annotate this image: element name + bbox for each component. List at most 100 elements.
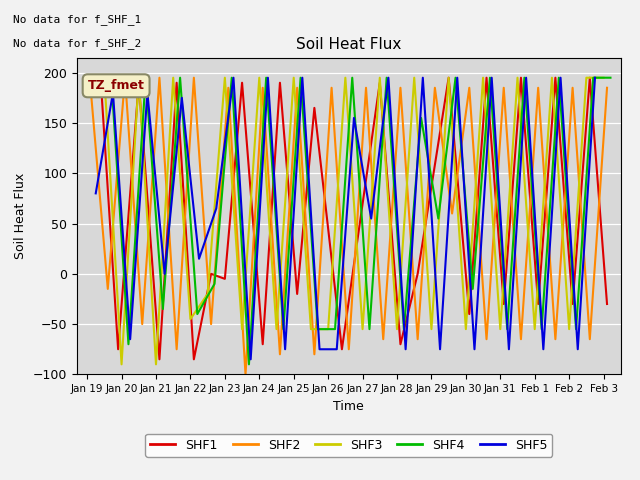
SHF5: [195, 256, 203, 262]
SHF5: [453, 75, 461, 81]
SHF5: [419, 75, 427, 81]
SHF5: [161, 271, 168, 276]
SHF4: [280, 326, 287, 332]
SHF4: [417, 115, 425, 121]
SHF3: [83, 75, 91, 81]
SHF5: [212, 205, 220, 211]
SHF1: [483, 75, 490, 81]
SHF3: [514, 75, 522, 81]
SHF3: [462, 326, 470, 332]
SHF1: [310, 105, 318, 111]
SHF2: [586, 336, 594, 342]
SHF2: [276, 351, 284, 357]
Line: SHF4: SHF4: [94, 78, 611, 364]
SHF4: [262, 75, 270, 81]
SHF1: [97, 80, 105, 85]
SHF3: [187, 316, 195, 322]
SHF5: [367, 216, 375, 221]
SHF1: [135, 80, 143, 85]
SHF1: [173, 80, 180, 85]
SHF3: [290, 75, 298, 81]
SHF4: [555, 75, 563, 81]
SHF1: [534, 301, 542, 307]
SHF2: [483, 336, 490, 342]
Y-axis label: Soil Heat Flux: Soil Heat Flux: [14, 173, 27, 259]
SHF4: [469, 286, 477, 292]
X-axis label: Time: Time: [333, 400, 364, 413]
SHF3: [307, 326, 315, 332]
SHF2: [465, 85, 473, 91]
SHF2: [380, 336, 387, 342]
SHF3: [152, 361, 160, 367]
SHF5: [178, 95, 186, 101]
SHF1: [586, 75, 594, 81]
SHF2: [534, 85, 542, 91]
SHF2: [431, 85, 438, 91]
SHF1: [465, 311, 473, 317]
SHF3: [531, 326, 539, 332]
SHF2: [448, 211, 456, 216]
SHF1: [115, 347, 122, 352]
SHF3: [100, 75, 108, 81]
SHF1: [207, 271, 215, 276]
SHF4: [245, 361, 253, 367]
Title: Soil Heat Flux: Soil Heat Flux: [296, 37, 401, 52]
SHF2: [569, 85, 577, 91]
SHF4: [607, 75, 614, 81]
SHF1: [397, 341, 404, 347]
SHF1: [414, 271, 422, 276]
SHF4: [538, 326, 545, 332]
Text: TZ_fmet: TZ_fmet: [88, 79, 145, 92]
SHF2: [293, 85, 301, 91]
SHF5: [557, 75, 564, 81]
SHF4: [365, 326, 373, 332]
SHF5: [402, 347, 410, 352]
SHF2: [310, 351, 318, 357]
SHF2: [603, 85, 611, 91]
SHF3: [428, 326, 435, 332]
SHF3: [393, 326, 401, 332]
SHF1: [603, 301, 611, 307]
SHF3: [410, 75, 418, 81]
SHF5: [230, 75, 237, 81]
SHF5: [470, 347, 478, 352]
SHF5: [350, 115, 358, 121]
SHF1: [552, 75, 559, 81]
SHF2: [500, 85, 508, 91]
SHF2: [414, 336, 422, 342]
SHF2: [190, 75, 198, 81]
Text: No data for f_SHF_2: No data for f_SHF_2: [13, 38, 141, 49]
SHF4: [348, 75, 356, 81]
SHF4: [159, 306, 166, 312]
SHF5: [264, 75, 272, 81]
SHF4: [520, 75, 528, 81]
SHF5: [298, 75, 306, 81]
SHF5: [436, 347, 444, 352]
SHF2: [259, 85, 267, 91]
SHF2: [328, 85, 335, 91]
Line: SHF2: SHF2: [91, 78, 607, 374]
SHF5: [505, 347, 513, 352]
SHF1: [569, 301, 577, 307]
SHF3: [600, 75, 607, 81]
SHF3: [548, 75, 556, 81]
SHF2: [87, 85, 95, 91]
SHF3: [170, 75, 177, 81]
Text: No data for f_SHF_1: No data for f_SHF_1: [13, 14, 141, 25]
SHF1: [156, 357, 163, 362]
SHF1: [259, 341, 267, 347]
SHF5: [143, 90, 151, 96]
SHF5: [488, 75, 495, 81]
SHF4: [90, 75, 98, 81]
SHF3: [445, 75, 452, 81]
SHF5: [385, 75, 392, 81]
SHF4: [211, 281, 218, 287]
SHF2: [207, 321, 215, 327]
SHF4: [452, 75, 460, 81]
Line: SHF1: SHF1: [101, 78, 607, 360]
SHF2: [397, 85, 404, 91]
SHF4: [486, 75, 494, 81]
SHF4: [572, 326, 580, 332]
SHF4: [228, 75, 236, 81]
Legend: SHF1, SHF2, SHF3, SHF4, SHF5: SHF1, SHF2, SHF3, SHF4, SHF5: [145, 434, 552, 457]
